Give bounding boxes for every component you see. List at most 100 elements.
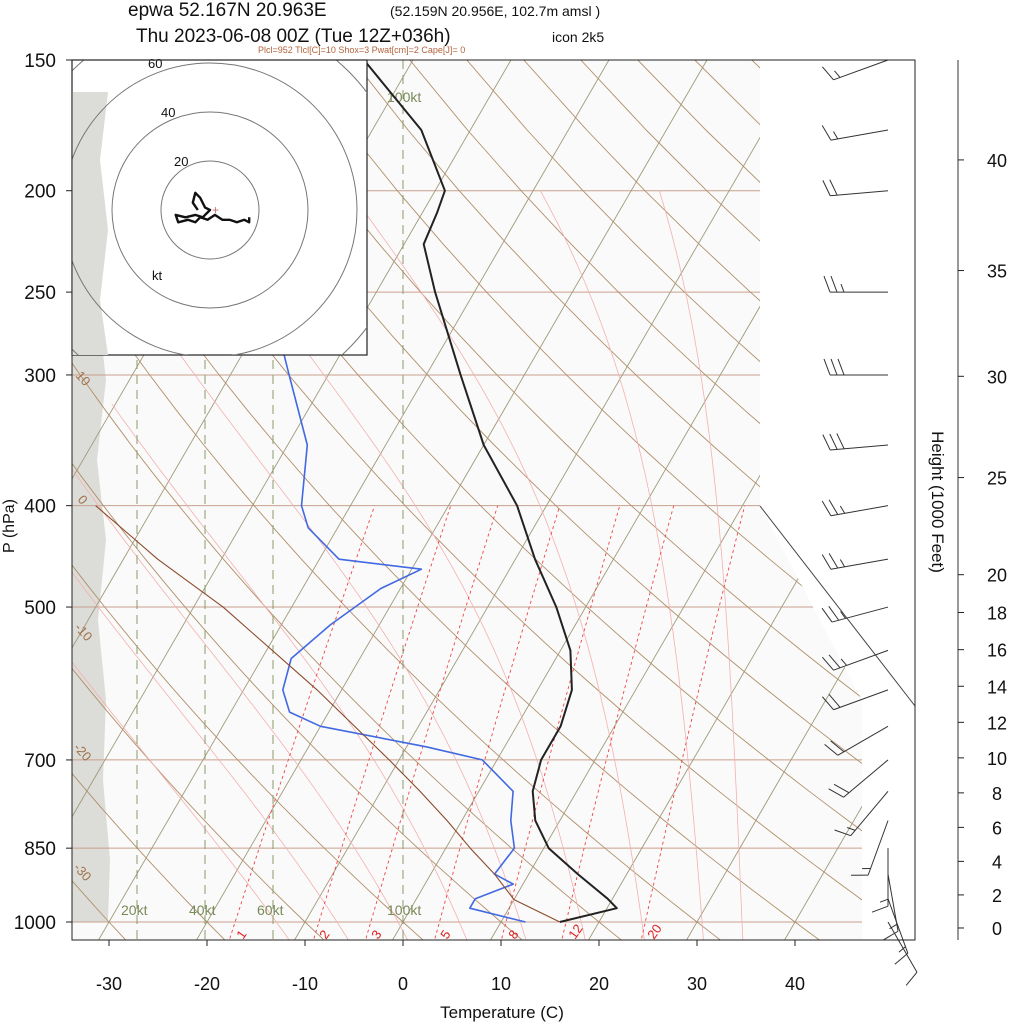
wind-barb-flag: [824, 744, 839, 756]
wind-barb-staff: [830, 129, 889, 141]
hodograph-speed-ring: [160, 160, 260, 260]
wind-barb-flag: [871, 905, 889, 913]
wind-barb-flag: [829, 179, 838, 196]
wind-barb-flag: [828, 606, 840, 621]
wind-barb-flag: [839, 505, 846, 514]
dry-adiabat-line: [72, 667, 325, 940]
wind-barb-staff: [843, 759, 889, 798]
height-tick-label: 30: [987, 367, 1007, 387]
wind-barb-flag: [828, 654, 841, 669]
x-tick-label: 40: [785, 974, 805, 994]
height-tick-label: 8: [992, 784, 1002, 804]
height-tick-label: 6: [992, 818, 1002, 838]
moist-adiabat-line: [349, 190, 645, 940]
moist-adiabat-line: [72, 469, 409, 940]
wind-barb: [824, 725, 889, 756]
wind-barb-flag: [889, 923, 898, 930]
moist-adiabat-line: [212, 223, 586, 940]
wind-barb-flag: [836, 433, 845, 450]
wind-barb-flag: [829, 433, 838, 450]
wind-barb-flag: [834, 70, 841, 78]
wind-barb-staff: [830, 505, 889, 517]
wind-barb: [851, 820, 889, 876]
wind-barb-flag: [822, 656, 834, 671]
x-tick-label: -10: [292, 974, 318, 994]
height-tick-label: 0: [992, 919, 1002, 939]
speed-label-bottom: 60kt: [257, 902, 284, 918]
height-tick-label: 40: [987, 151, 1007, 171]
wind-barb-flag: [821, 500, 832, 516]
wind-barb-staff: [833, 689, 889, 711]
wind-barb: [834, 790, 889, 837]
mixing-ratio-label: 12: [565, 921, 586, 941]
pressure-tick-label: 400: [24, 497, 56, 518]
wind-barb-flag: [823, 358, 831, 376]
wind-barb-flag: [840, 658, 848, 666]
wind-barb-flag: [879, 898, 889, 903]
wind-barb: [871, 848, 889, 913]
wind-barb-staff: [850, 790, 889, 837]
wind-barb-flag: [822, 434, 831, 451]
wind-barb-flag: [894, 952, 909, 965]
sounding-profiles: [95, 60, 618, 923]
wind-barb-flag: [839, 559, 846, 568]
speed-label-bottom: 20kt: [121, 902, 148, 918]
wind-barb-staff: [833, 649, 889, 671]
model-name: icon 2k5: [552, 29, 604, 45]
height-tick-label: 35: [987, 262, 1007, 282]
wind-barb-flag: [830, 358, 838, 376]
wind-barb-flag: [840, 611, 846, 619]
wind-barb-flag: [821, 125, 832, 141]
pressure-tick-label: 1000: [14, 913, 56, 934]
wind-barb-flag: [833, 783, 850, 794]
hodograph-ring-label: 20: [174, 154, 188, 169]
axes: -30 -20 -10 0 10 20 30 401502002503004005007008…: [14, 51, 1007, 994]
speed-label-bottom: 40kt: [189, 902, 216, 918]
wind-barb-flag: [846, 827, 856, 831]
x-tick-label: 10: [491, 974, 511, 994]
wind-barb: [887, 921, 918, 986]
wind-barb-staff: [830, 444, 889, 451]
wind-barb-flag: [828, 694, 841, 708]
height-tick-label: 12: [987, 713, 1007, 733]
wind-barb-flag: [828, 788, 844, 798]
height-tick-label: 2: [992, 886, 1002, 906]
plot-frame: [71, 59, 916, 941]
wind-barb: [822, 649, 889, 671]
height-tick-label: 16: [987, 641, 1007, 661]
wind-barb: [822, 433, 889, 451]
hodograph-inset: 20 40 60 kt +: [71, 56, 368, 356]
y-axis-title: P (hPa): [1, 499, 18, 553]
isotherm-line: [686, 545, 915, 940]
moist-adiabat-line: [540, 190, 704, 940]
wind-barb-flag: [821, 554, 832, 570]
wind-barb-flag: [830, 275, 838, 293]
wind-panel-background: [760, 60, 915, 940]
mixing-ratio-line: [365, 505, 499, 940]
isotherm-line: [98, 60, 610, 940]
dry-adiabat-line: [124, 60, 915, 870]
height-axis-title: Height (1000 Feet): [928, 431, 947, 573]
parcel-profile: [95, 505, 561, 923]
wind-barb-flag: [834, 829, 851, 837]
pressure-tick-label: 150: [24, 51, 56, 72]
wind-barb-panel: [759, 59, 918, 986]
hodograph-frame: [71, 59, 368, 356]
storm-motion-marker: +: [212, 203, 219, 217]
wind-barb-staff: [830, 190, 889, 197]
hodograph-content: [72, 60, 367, 355]
isotherm-line: [72, 60, 512, 818]
wind-barb-flag: [828, 499, 839, 515]
x-axis-title: Temperature (C): [440, 1003, 564, 1022]
wind-barb-flag: [822, 696, 834, 711]
wind-barb-flag: [823, 275, 831, 293]
mixing-ratio-line: [312, 505, 452, 940]
dry-adiabat-line: [238, 60, 915, 739]
wind-barb-flag: [828, 553, 839, 569]
x-tick-label: 30: [687, 974, 707, 994]
wind-barb-staff: [887, 898, 909, 954]
height-tick-label: 25: [987, 469, 1007, 489]
moist-adiabat-line: [153, 318, 527, 940]
dry-adiabat-line: [181, 60, 915, 804]
wind-barb: [823, 358, 888, 376]
